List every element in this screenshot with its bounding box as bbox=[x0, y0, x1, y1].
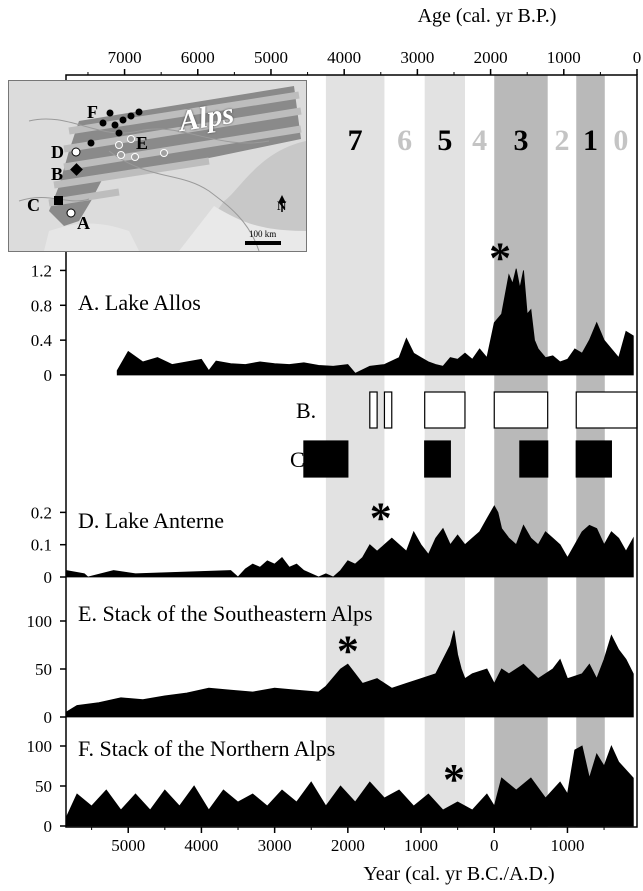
top-axis-tick-label: 5000 bbox=[254, 48, 288, 67]
interval-box bbox=[424, 391, 466, 429]
period-label: 7 bbox=[348, 124, 363, 157]
y-axis-tick-label: 50 bbox=[35, 777, 52, 796]
series-label: A. Lake Allos bbox=[78, 290, 201, 315]
period-label: 4 bbox=[472, 124, 487, 157]
bottom-axis-tick-label: 1000 bbox=[404, 836, 438, 855]
map-scale-label: 100 km bbox=[249, 229, 277, 239]
map-site-label-f: F bbox=[87, 102, 98, 122]
plot-frame bbox=[65, 74, 638, 828]
top-axis-tick-label: 6000 bbox=[181, 48, 215, 67]
series-label: B. bbox=[296, 398, 316, 423]
scale-bar-icon bbox=[245, 241, 281, 245]
period-label: 6 bbox=[397, 124, 412, 157]
y-axis-tick-label: 0.2 bbox=[31, 503, 52, 522]
top-axis-title: Age (cal. yr B.P.) bbox=[418, 5, 557, 27]
period-label: 1 bbox=[583, 124, 598, 157]
series-label: F. Stack of the Northern Alps bbox=[78, 736, 335, 761]
map-site-label-d: D bbox=[51, 142, 64, 162]
top-axis-tick-label: 4000 bbox=[327, 48, 361, 67]
period-label: 5 bbox=[437, 124, 452, 157]
alps-hatched-region bbox=[48, 86, 302, 226]
series-area bbox=[65, 630, 634, 718]
series-label: D. Lake Anterne bbox=[78, 508, 224, 533]
asterisk-annotation: * bbox=[337, 626, 359, 675]
interval-box bbox=[519, 440, 549, 478]
series-panels: A. Lake Allos*B.C.D. Lake Anterne *E. Sta… bbox=[65, 234, 638, 827]
bottom-axis-tick-label: 4000 bbox=[184, 836, 218, 855]
top-axis-tick-label: 0 bbox=[633, 48, 642, 67]
series-area bbox=[116, 268, 634, 376]
period-label: 2 bbox=[554, 124, 569, 157]
top-axis-tick-label: 2000 bbox=[474, 48, 508, 67]
series-area bbox=[65, 505, 634, 578]
top-axis-tick-label: 7000 bbox=[108, 48, 142, 67]
y-axis-tick-label: 1.2 bbox=[31, 261, 52, 280]
series-label: E. Stack of the Southeastern Alps bbox=[78, 601, 373, 626]
alps-location-map: Alps F D E B C A N 100 km bbox=[8, 80, 307, 252]
interval-box bbox=[383, 391, 393, 429]
map-site-label-a: A bbox=[77, 213, 90, 233]
map-site-label-b: B bbox=[51, 164, 64, 184]
y-axis-tick-label: 100 bbox=[27, 737, 53, 756]
y-axis-tick-label: 0 bbox=[44, 568, 53, 587]
map-site-markers bbox=[54, 108, 168, 218]
asterisk-annotation: * bbox=[489, 234, 511, 283]
y-axis-tick-label: 0 bbox=[44, 817, 53, 836]
interval-box bbox=[575, 391, 638, 429]
y-axis-tick-label: 0 bbox=[44, 708, 53, 727]
bottom-axis-tick-label: 2000 bbox=[331, 836, 365, 855]
y-axis-tick-label: 0.8 bbox=[31, 296, 52, 315]
y-axis-tick-label: 50 bbox=[35, 660, 52, 679]
period-label: 3 bbox=[513, 124, 528, 157]
interval-box bbox=[424, 440, 451, 478]
top-axis-tick-label: 1000 bbox=[547, 48, 581, 67]
y-axis-tick-label: 0 bbox=[44, 366, 53, 385]
bottom-axis-tick-label: 0 bbox=[490, 836, 499, 855]
bottom-axis-title: Year (cal. yr B.C./A.D.) bbox=[363, 863, 554, 885]
y-axis-tick-label: 100 bbox=[27, 612, 53, 631]
bottom-axis-tick-label: 3000 bbox=[258, 836, 292, 855]
map-north-label: N bbox=[277, 198, 287, 213]
y-axis-tick-label: 0.4 bbox=[31, 331, 53, 350]
interval-box bbox=[369, 391, 378, 429]
map-site-label-e: E bbox=[136, 133, 149, 153]
bottom-axis-tick-label: 1000 bbox=[550, 836, 584, 855]
interval-box bbox=[575, 440, 612, 478]
asterisk-annotation: * bbox=[370, 494, 392, 543]
map-background bbox=[9, 81, 306, 251]
bottom-axis-tick-label: 5000 bbox=[111, 836, 145, 855]
top-axis-tick-label: 3000 bbox=[400, 48, 434, 67]
y-axis-tick-label: 0.1 bbox=[31, 536, 52, 555]
interval-box bbox=[303, 440, 349, 478]
interval-box bbox=[493, 391, 549, 429]
asterisk-annotation: * bbox=[443, 755, 465, 804]
period-label: 0 bbox=[613, 124, 628, 157]
series-area bbox=[65, 744, 634, 827]
map-site-label-c: C bbox=[27, 195, 40, 215]
